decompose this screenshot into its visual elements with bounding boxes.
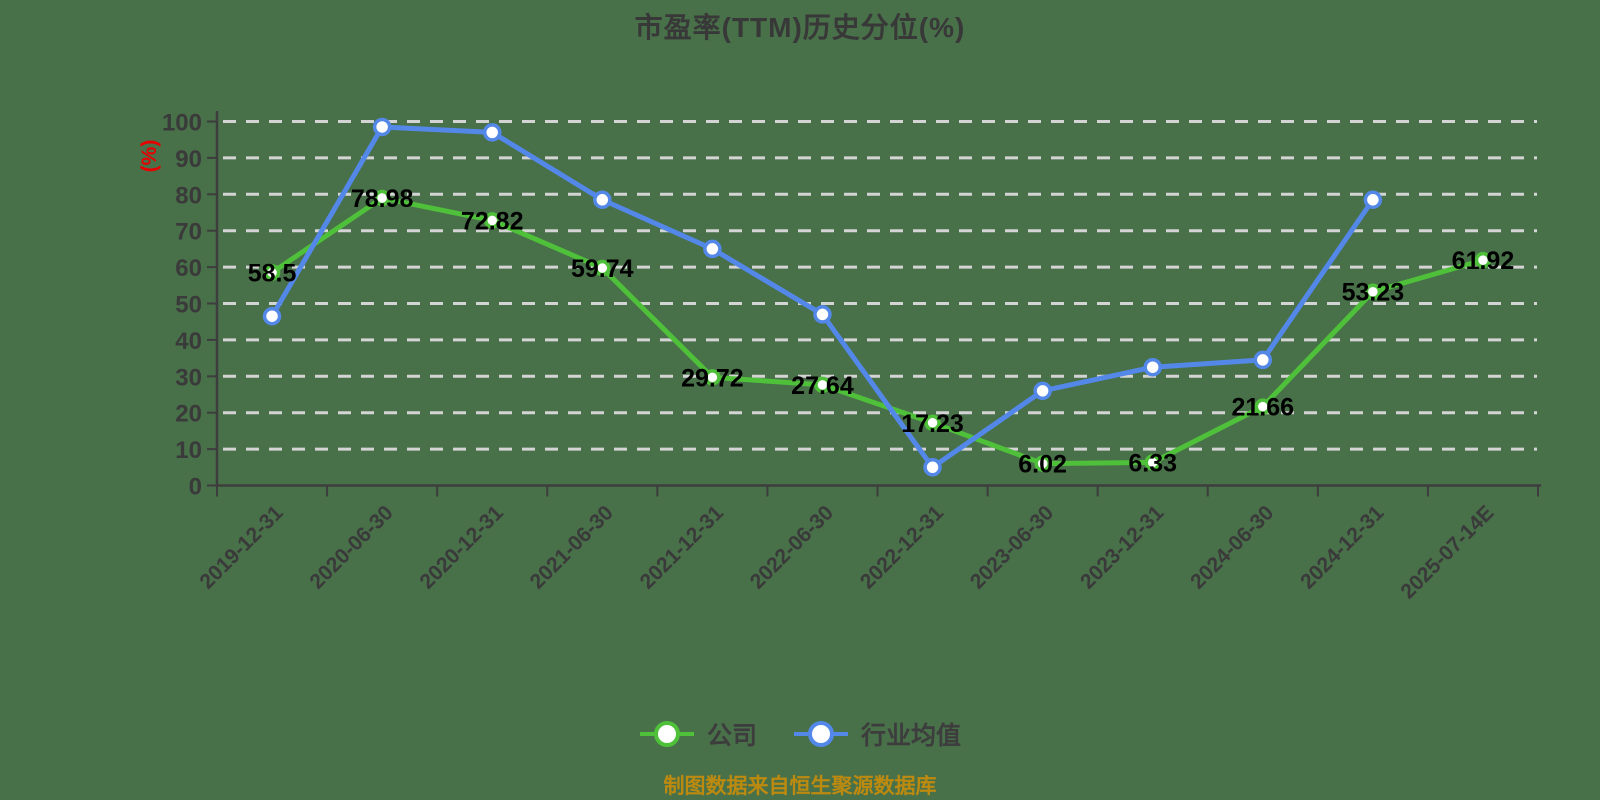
y-axis-tick-label: 30 (175, 364, 202, 391)
industry-data-point (1143, 357, 1162, 377)
industry-data-point (1253, 350, 1273, 370)
industry-data-point (1033, 381, 1052, 401)
data-point-label: 72.82 (461, 207, 524, 235)
legend-item-industry[interactable]: 行业均值 (793, 716, 961, 752)
x-axis-tick-label: 2023-06-30 (966, 501, 1058, 593)
industry-legend-marker (794, 721, 848, 747)
legend: 公司 行业均值 (0, 716, 1600, 752)
y-axis-tick-label: 40 (175, 328, 202, 355)
industry-data-point (703, 239, 722, 259)
x-axis-tick-label: 2021-06-30 (526, 501, 618, 593)
y-axis-tick-label: 70 (175, 219, 202, 246)
y-axis-tick-label: 50 (175, 292, 202, 319)
company-series-line (269, 195, 1486, 467)
y-axis-tick-label: 20 (175, 401, 202, 428)
industry-data-point (262, 306, 282, 326)
company-data-point (1254, 398, 1272, 415)
y-axis-tick-label: 90 (175, 146, 202, 173)
data-point-label: 27.64 (791, 372, 854, 400)
company-data-point (924, 414, 941, 432)
industry-data-point (923, 458, 942, 477)
company-data-point (483, 212, 501, 229)
data-point-label: 58.5 (248, 260, 297, 288)
data-point-label: 21.66 (1232, 394, 1295, 422)
data-point-label: 17.23 (901, 410, 964, 438)
x-axis-tick-label: 2024-12-31 (1296, 501, 1388, 593)
industry-data-point (482, 123, 502, 142)
x-axis-tick-label: 2025-07-14E (1396, 501, 1498, 603)
data-point-label: 61.92 (1452, 247, 1515, 275)
industry-data-point (372, 117, 392, 137)
data-point-label: 59.74 (571, 255, 634, 283)
company-data-point (814, 376, 831, 394)
industry-data-point (593, 190, 612, 210)
legend-label-company: 公司 (706, 722, 757, 750)
company-data-point (263, 264, 281, 281)
company-data-point (1034, 455, 1051, 472)
data-point-label: 6.33 (1128, 449, 1177, 477)
legend-item-company[interactable]: 公司 (639, 716, 757, 752)
y-axis-tick-label: 80 (175, 182, 202, 209)
y-axis-tick-label: 100 (162, 110, 202, 137)
company-data-point (594, 259, 611, 277)
data-point-label: 78.98 (351, 185, 414, 213)
chart-title: 市盈率(TTM)历史分位(%) (634, 12, 966, 43)
company-data-point (1144, 454, 1161, 471)
legend-label-industry: 行业均值 (861, 722, 962, 750)
y-axis-tick-label: 10 (175, 437, 202, 464)
x-axis-tick-label: 2022-06-30 (746, 501, 838, 593)
company-legend-marker (639, 721, 694, 747)
company-data-point (704, 369, 721, 386)
company-data-point (1474, 251, 1492, 269)
y-axis-tick-label: 0 (189, 474, 202, 501)
x-axis-tick-label: 2021-12-31 (636, 501, 728, 593)
x-axis-tick-label: 2023-12-31 (1076, 501, 1168, 593)
y-axis-tick-label: 60 (175, 255, 202, 282)
company-data-point (373, 189, 391, 207)
x-axis-tick-label: 2020-06-30 (305, 501, 397, 593)
data-point-label: 53.23 (1342, 279, 1405, 307)
x-axis-tick-label: 2022-12-31 (856, 501, 948, 593)
x-axis-tick-label: 2024-06-30 (1186, 501, 1278, 593)
data-point-label: 6.02 (1018, 451, 1067, 479)
company-data-point (1364, 283, 1382, 300)
industry-data-point (813, 305, 832, 324)
source-note: 制图数据来自恒生聚源数据库 (663, 775, 937, 798)
x-axis-tick-label: 2019-12-31 (195, 501, 287, 593)
industry-data-point (1363, 190, 1383, 210)
y-axis-unit-label: (%) (138, 140, 161, 173)
x-axis-tick-label: 2020-12-31 (416, 501, 508, 593)
industry-series-line (269, 124, 1376, 470)
data-point-label: 29.72 (681, 364, 744, 392)
